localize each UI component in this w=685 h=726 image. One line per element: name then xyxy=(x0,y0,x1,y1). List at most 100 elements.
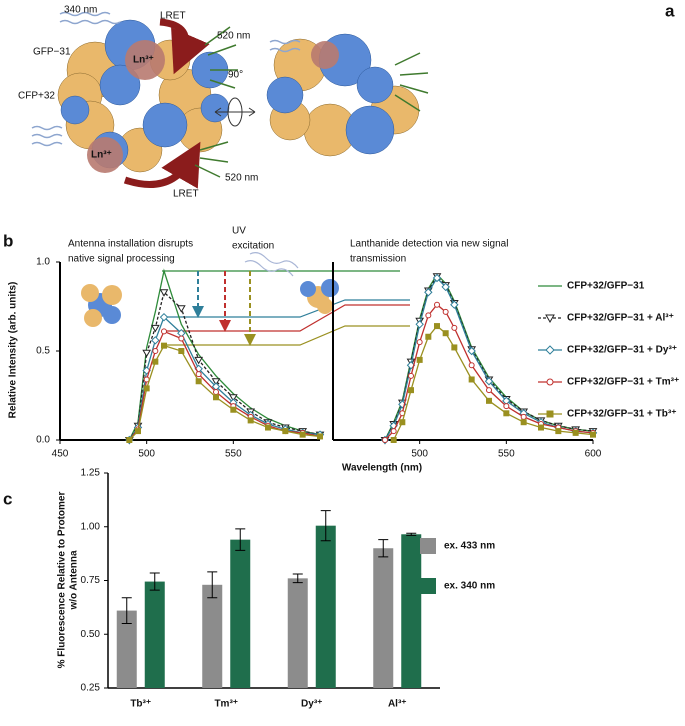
marker xyxy=(195,371,202,378)
legend-label: CFP+32/GFP−31 + Tm³⁺ xyxy=(567,377,679,388)
y-tick-label: 0.50 xyxy=(81,629,101,640)
bar xyxy=(315,525,336,688)
annotation: Ln³⁺ xyxy=(133,55,154,66)
series-line xyxy=(128,316,321,441)
marker xyxy=(178,335,185,342)
panel-label: a xyxy=(665,1,675,20)
annotation: Lanthanide detection via new signal xyxy=(350,239,508,250)
marker xyxy=(590,431,596,438)
marker xyxy=(520,419,527,426)
marker xyxy=(142,366,151,375)
y-tick-label: 1.25 xyxy=(81,468,101,479)
legend-label: CFP+32/GFP−31 + Tb³⁺ xyxy=(567,409,676,420)
marker xyxy=(555,428,562,435)
annotation: 520 nm xyxy=(225,173,258,184)
error-bar xyxy=(149,572,160,591)
y-tick-label: 1.0 xyxy=(36,257,50,268)
marker xyxy=(213,394,219,401)
annotation: UV xyxy=(232,226,246,237)
marker xyxy=(486,397,492,404)
marker xyxy=(451,344,458,351)
legend-label: CFP+32/GFP−31 xyxy=(567,281,645,292)
marker xyxy=(416,356,423,363)
annotation: 520 nm xyxy=(217,31,250,42)
marker xyxy=(265,424,271,431)
panel-label: c xyxy=(3,489,12,508)
legend-label: ex. 433 nm xyxy=(444,541,495,552)
marker xyxy=(135,428,141,435)
bar xyxy=(401,534,422,688)
annotation: Antenna installation disrupts xyxy=(68,239,193,250)
y-tick-label: 0.75 xyxy=(81,575,101,586)
bar xyxy=(116,610,137,688)
marker xyxy=(442,308,449,315)
marker xyxy=(150,324,160,333)
annotation: transmission xyxy=(350,254,406,265)
marker xyxy=(282,428,289,435)
marker xyxy=(195,378,202,385)
bar xyxy=(202,584,223,688)
marker xyxy=(159,312,169,322)
y-tick-label: 1.00 xyxy=(81,521,101,532)
marker xyxy=(572,429,579,436)
bar xyxy=(144,581,165,688)
x-tick-label: Dy³⁺ xyxy=(301,699,322,710)
x-tick-label: Tb³⁺ xyxy=(130,699,151,710)
marker xyxy=(503,403,510,410)
error-bar xyxy=(378,539,389,558)
marker xyxy=(159,289,169,297)
y-tick-label: 0.5 xyxy=(36,346,50,357)
marker xyxy=(194,356,204,365)
marker xyxy=(546,410,554,418)
y-axis-label: w/o Antenna xyxy=(69,550,80,611)
protein-illustration xyxy=(31,11,429,189)
marker xyxy=(486,387,492,394)
x-tick-label: 550 xyxy=(498,449,515,460)
x-tick-label: 550 xyxy=(225,449,242,460)
legend-swatch xyxy=(420,538,436,554)
marker xyxy=(546,378,554,386)
marker xyxy=(451,324,458,331)
marker xyxy=(545,314,555,324)
marker xyxy=(434,323,440,330)
legend-label: CFP+32/GFP−31 + Al³⁺ xyxy=(567,313,674,324)
marker xyxy=(299,431,306,438)
marker xyxy=(408,387,414,394)
marker xyxy=(161,328,167,335)
protein-icon xyxy=(81,279,339,327)
error-bar xyxy=(121,597,132,624)
annotation: Ln³⁺ xyxy=(91,150,112,161)
marker xyxy=(143,385,150,392)
x-tick-label: Tm³⁺ xyxy=(214,699,238,710)
x-tick-label: Al³⁺ xyxy=(388,699,407,710)
marker xyxy=(399,419,406,426)
marker xyxy=(434,301,440,308)
marker xyxy=(178,348,185,354)
marker xyxy=(317,433,323,440)
marker xyxy=(126,437,133,443)
x-tick-label: 500 xyxy=(138,449,155,460)
marker xyxy=(425,312,432,319)
annotation: LRET xyxy=(160,11,186,22)
x-tick-label: 600 xyxy=(585,449,602,460)
bar xyxy=(373,548,394,688)
marker xyxy=(415,320,424,329)
annotation: native signal processing xyxy=(68,254,175,265)
marker xyxy=(545,345,555,355)
marker xyxy=(468,376,475,383)
marker xyxy=(538,424,544,431)
marker xyxy=(213,388,219,395)
marker xyxy=(390,437,397,443)
marker xyxy=(247,417,254,424)
marker xyxy=(228,394,238,402)
marker xyxy=(450,300,459,309)
annotation: excitation xyxy=(232,241,274,252)
marker xyxy=(441,282,450,292)
marker xyxy=(484,377,494,386)
annotation: 90° xyxy=(228,70,243,81)
series-line xyxy=(384,276,594,441)
marker xyxy=(382,437,388,443)
error-bar xyxy=(406,532,417,536)
marker xyxy=(161,342,167,349)
